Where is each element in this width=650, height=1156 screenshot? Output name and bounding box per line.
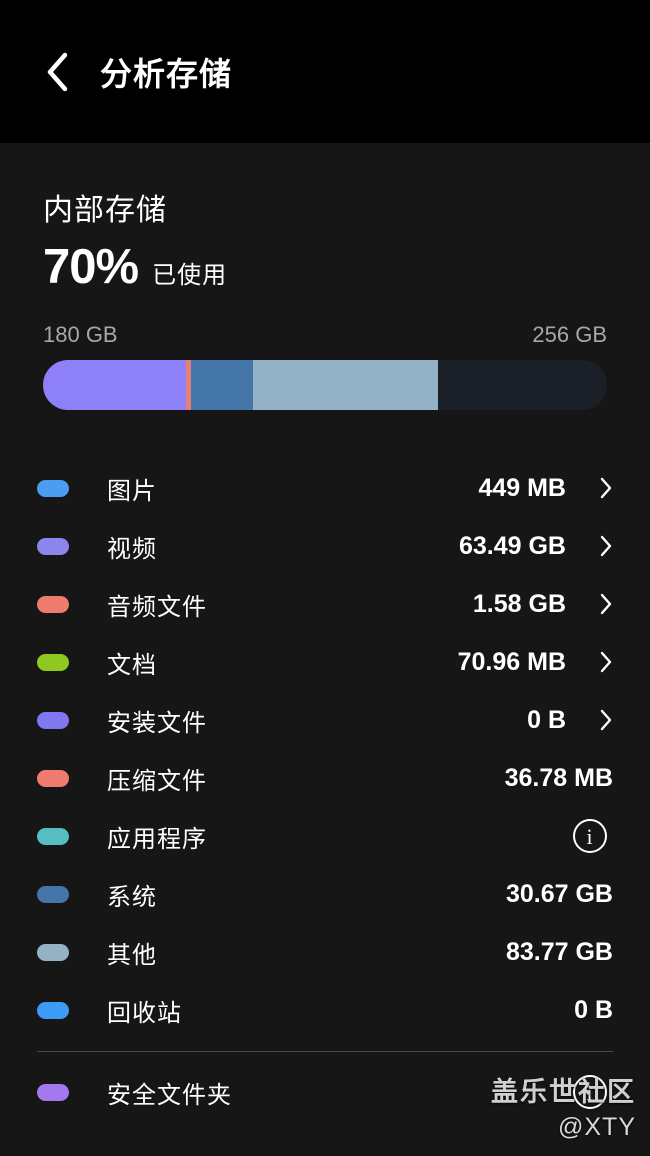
category-value: 449 MB: [478, 473, 566, 502]
category-label: 压缩文件: [107, 767, 207, 795]
usage-bar-segment-free: [438, 360, 607, 410]
category-label: 其他: [107, 941, 157, 969]
category-label: 应用程序: [107, 825, 207, 853]
category-value: 0 B: [574, 995, 613, 1024]
category-right-group: 83.77 GB: [506, 938, 613, 967]
category-right-group: 63.49 GB: [459, 532, 613, 561]
category-label: 安全文件夹: [107, 1081, 232, 1109]
usage-bar-segment-video: [43, 360, 187, 410]
category-right-group: 70.96 MB: [458, 648, 613, 677]
chevron-right-icon[interactable]: [566, 534, 613, 558]
category-row-system: 系统 30.67 GB: [0, 865, 650, 923]
category-value: 63.49 GB: [458, 531, 566, 560]
category-row-images[interactable]: 图片 449 MB: [0, 459, 650, 517]
category-right-group: 30.67 GB: [506, 880, 613, 909]
category-label: 安装文件: [107, 709, 207, 737]
chevron-right-icon[interactable]: [566, 592, 613, 616]
usage-bar-segment-audio: [186, 360, 192, 410]
page-title: 分析存储: [100, 55, 233, 92]
storage-name-label: 内部存储: [43, 194, 167, 227]
category-color-dot: [37, 885, 69, 903]
category-value: 0 B: [527, 705, 566, 734]
percent-used-value: 70%: [43, 240, 139, 294]
category-label: 音频文件: [107, 593, 207, 621]
category-color-dot: [37, 537, 69, 555]
category-color-dot: [37, 1001, 69, 1019]
category-row-documents[interactable]: 文档 70.96 MB: [0, 633, 650, 691]
category-row-apps: 应用程序 i: [0, 807, 650, 865]
category-color-dot: [37, 653, 69, 671]
category-row-compressed-files: 压缩文件 36.78 MB: [0, 749, 650, 807]
info-icon-glyph: i: [572, 819, 607, 853]
category-value: 36.78 MB: [504, 763, 613, 792]
category-row-videos[interactable]: 视频 63.49 GB: [0, 517, 650, 575]
category-label: 回收站: [107, 999, 182, 1027]
category-row-secure-folder: 安全文件夹 i: [0, 1063, 650, 1121]
category-value: 83.77 GB: [505, 937, 613, 966]
category-right-group: 0 B: [527, 706, 613, 735]
category-right-group: 36.78 MB: [505, 764, 613, 793]
category-row-audio[interactable]: 音频文件 1.58 GB: [0, 575, 650, 633]
chevron-left-icon: [44, 51, 70, 93]
percent-used-label: 已使用: [152, 262, 228, 289]
category-color-dot: [37, 479, 69, 497]
usage-bar-segment-other: [253, 360, 439, 410]
category-value: 30.67 GB: [505, 879, 613, 908]
category-right-group: i: [566, 1075, 613, 1109]
category-color-dot: [37, 711, 69, 729]
category-right-group: i: [566, 819, 613, 853]
chevron-right-icon[interactable]: [566, 708, 613, 732]
category-value: 1.58 GB: [472, 589, 566, 618]
usage-bar-segment-system: [191, 360, 254, 410]
category-label: 文档: [107, 651, 157, 679]
app-header: 分析存储: [0, 0, 650, 143]
category-label: 视频: [107, 535, 157, 563]
category-color-dot: [37, 827, 69, 845]
category-label: 图片: [107, 477, 157, 505]
category-value: 70.96 MB: [457, 647, 566, 676]
chevron-right-icon[interactable]: [566, 476, 613, 500]
storage-category-list: 图片 449 MB 视频 63.49 GB 音频文件 1.58 GB 文档 70.96 MB 安…: [0, 459, 650, 1121]
info-icon[interactable]: i: [566, 1075, 613, 1109]
back-button[interactable]: [26, 41, 88, 103]
category-color-dot: [37, 769, 69, 787]
storage-summary: 内部存储 70% 已使用 180 GB 256 GB: [0, 143, 650, 410]
info-icon[interactable]: i: [566, 819, 613, 853]
category-label: 系统: [107, 883, 157, 911]
category-row-recycle-bin: 回收站 0 B: [0, 981, 650, 1039]
total-capacity-label: 256 GB: [532, 322, 607, 347]
percent-used-row: 70% 已使用: [0, 229, 650, 292]
category-color-dot: [37, 595, 69, 613]
capacity-row: 180 GB 256 GB: [0, 292, 650, 348]
category-color-dot: [37, 1083, 69, 1101]
category-right-group: 0 B: [574, 996, 613, 1025]
chevron-right-icon[interactable]: [566, 650, 613, 674]
info-icon-glyph: i: [572, 1075, 607, 1109]
used-capacity-label: 180 GB: [43, 322, 118, 347]
list-divider: [37, 1051, 613, 1052]
category-row-installation-files[interactable]: 安装文件 0 B: [0, 691, 650, 749]
category-right-group: 1.58 GB: [473, 590, 613, 619]
category-color-dot: [37, 943, 69, 961]
category-right-group: 449 MB: [478, 474, 613, 503]
storage-usage-bar: [43, 360, 607, 410]
category-row-other: 其他 83.77 GB: [0, 923, 650, 981]
